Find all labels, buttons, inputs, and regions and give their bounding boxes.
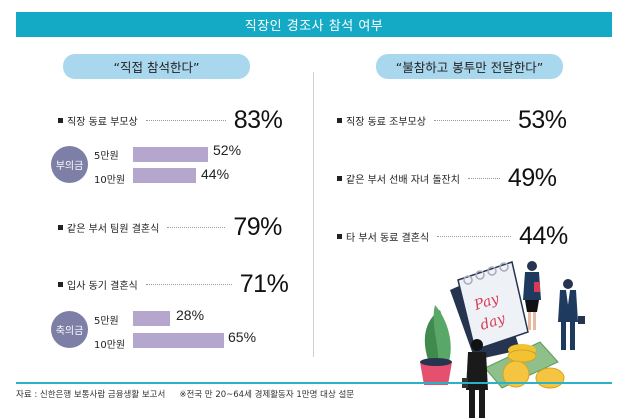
dotted-leader xyxy=(467,178,500,179)
amount-label: 5만원 xyxy=(94,316,119,327)
item-label: 직장 동료 부모상 xyxy=(67,117,138,128)
businesswoman-icon xyxy=(523,261,541,330)
dotted-leader xyxy=(145,120,226,121)
source-text: 자료 : 신한은행 보통사람 금융생활 보고서 xyxy=(16,390,166,400)
svg-text:day: day xyxy=(478,310,508,333)
item-percent: 79% xyxy=(233,213,282,241)
amount-label: 5만원 xyxy=(94,151,119,162)
left-item-2: 같은 부서 팀원 결혼식 79% xyxy=(58,213,282,242)
bullet-icon xyxy=(58,225,63,230)
bar-congratulatory-5 xyxy=(133,311,170,326)
plant-icon xyxy=(420,305,452,385)
amount-label: 10만원 xyxy=(94,175,126,186)
bullet-icon xyxy=(337,234,342,239)
item-label: 타 부서 동료 결혼식 xyxy=(346,233,430,244)
item-percent: 49% xyxy=(507,164,557,192)
svg-text:Pay: Pay xyxy=(471,291,502,315)
calendar-icon: Pay day xyxy=(450,261,529,360)
bar-percent: 28% xyxy=(176,307,205,323)
bar-percent: 65% xyxy=(228,329,257,345)
payday-illustration: Pay day xyxy=(420,261,585,418)
bullet-icon xyxy=(337,176,342,181)
bullet-icon xyxy=(58,282,63,287)
dotted-leader xyxy=(437,236,512,237)
bar-condolence-5 xyxy=(133,147,208,162)
businessman-icon xyxy=(558,279,585,350)
right-item-3: 타 부서 동료 결혼식 44% xyxy=(337,222,568,251)
bar-condolence-10 xyxy=(133,168,196,183)
left-header-pill: “직접 참석한다” xyxy=(63,54,250,79)
item-percent: 53% xyxy=(517,106,567,134)
footer-divider xyxy=(16,382,612,384)
dotted-leader xyxy=(145,284,232,285)
dotted-leader xyxy=(433,120,510,121)
item-percent: 44% xyxy=(519,222,568,250)
right-item-1: 직장 동료 조부모상 53% xyxy=(337,106,567,135)
item-percent: 83% xyxy=(233,106,283,134)
amount-label: 10만원 xyxy=(94,340,126,351)
bar-percent: 52% xyxy=(213,142,242,158)
footer: 자료 : 신한은행 보통사람 금융생활 보고서 ※전국 만 20~64세 경제활동… xyxy=(16,388,354,400)
bar-congratulatory-10 xyxy=(133,333,224,348)
item-label: 같은 부서 팀원 결혼식 xyxy=(67,224,160,235)
bullet-icon xyxy=(337,118,342,123)
left-item-1: 직장 동료 부모상 83% xyxy=(58,106,283,135)
column-divider xyxy=(313,72,314,357)
right-header-pill: “불참하고 봉투만 전달한다” xyxy=(376,54,563,79)
page-title: 직장인 경조사 참석 여부 xyxy=(16,12,612,37)
dotted-leader xyxy=(167,227,226,228)
survey-note: ※전국 만 20~64세 경제활동자 1만명 대상 설문 xyxy=(179,390,355,400)
bar-percent: 44% xyxy=(201,166,230,182)
item-percent: 71% xyxy=(239,270,289,298)
item-label: 직장 동료 조부모상 xyxy=(346,117,426,128)
item-label: 같은 부서 선배 자녀 돌잔치 xyxy=(346,175,460,186)
condolence-badge: 부의금 xyxy=(51,146,88,183)
bullet-icon xyxy=(58,118,63,123)
money-icon xyxy=(484,341,565,389)
congratulatory-badge: 축의금 xyxy=(51,311,88,348)
right-item-2: 같은 부서 선배 자녀 돌잔치 49% xyxy=(337,164,557,193)
left-item-3: 입사 동기 결혼식 71% xyxy=(58,270,289,299)
item-label: 입사 동기 결혼식 xyxy=(67,281,138,292)
